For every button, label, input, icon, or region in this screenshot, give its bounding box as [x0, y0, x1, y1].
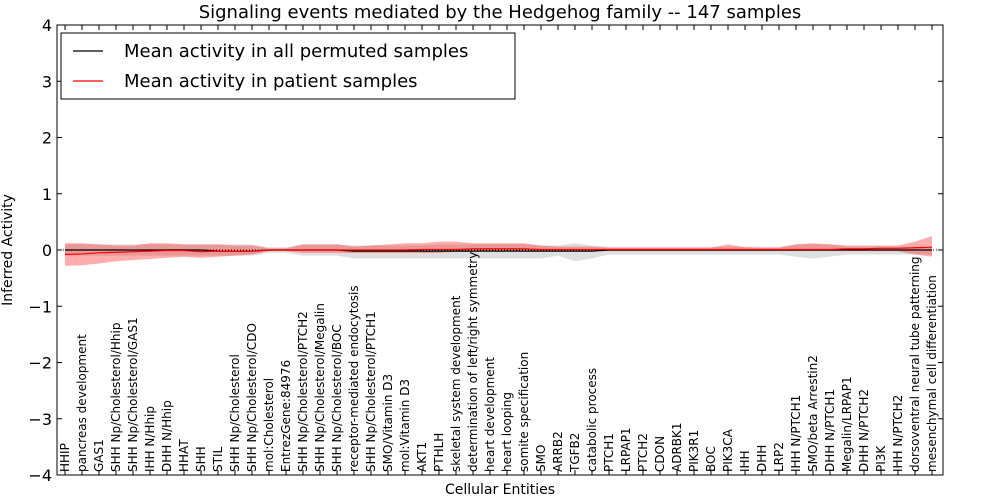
x-tick-label: IHH N/Hhip	[143, 406, 157, 472]
x-tick-label: determination of left/right symmetry	[466, 252, 480, 472]
x-tick-label: SHH Np/Cholesterol/Megalin	[313, 303, 327, 472]
x-tick-label: GAS1	[92, 439, 106, 472]
x-tick-label: LRPAP1	[619, 427, 633, 472]
x-tick-label: Megalin/LRPAP1	[840, 376, 854, 472]
x-tick-label: receptor-mediated endocytosis	[347, 285, 361, 472]
x-tick-label: DHH N/Hhip	[160, 400, 174, 472]
x-tick-label: skeletal system development	[449, 295, 463, 472]
x-tick-label: AKT1	[415, 442, 429, 472]
x-tick-label: DHH	[755, 445, 769, 472]
x-tick-label: SHH	[194, 446, 208, 472]
x-tick-label: LRP2	[772, 442, 786, 472]
x-tick-label: TGFB2	[568, 433, 582, 473]
legend-label-patient: Mean activity in patient samples	[124, 71, 418, 92]
x-tick-label: IHH N/PTCH2	[891, 395, 905, 472]
x-tick-label: SHH Np/Cholesterol/BOC	[330, 324, 344, 472]
band-permuted	[65, 243, 932, 262]
x-tick-label: somite specification	[517, 352, 531, 472]
x-tick-label: PTCH2	[636, 433, 650, 472]
x-axis-label: Cellular Entities	[445, 482, 555, 498]
x-tick-label: ADRBK1	[670, 422, 684, 472]
x-tick-label: PIK3R1	[687, 430, 701, 472]
legend: Mean activity in all permuted samples Me…	[60, 32, 516, 100]
y-tick-label: 3	[42, 72, 52, 91]
x-tick-label: SMO/beta Arrestin2	[806, 355, 820, 472]
x-tick-label: DHH N/PTCH2	[857, 389, 871, 472]
x-tick-label: HHIP	[58, 443, 72, 472]
x-tick-label: SHH Np/Cholesterol/GAS1	[126, 317, 140, 472]
x-tick-label: mesenchymal cell differentiation	[925, 275, 939, 472]
x-tick-label: mol:Vitamin D3	[398, 379, 412, 472]
legend-box	[60, 32, 516, 100]
x-tick-label: IHH	[738, 450, 752, 472]
series-line-patient	[64, 246, 933, 256]
x-tick-label: CDON	[653, 436, 667, 472]
x-tick-label: PI3K	[874, 445, 888, 472]
x-tick-label: heart development	[483, 357, 497, 472]
x-tick-label: STIL	[211, 447, 225, 472]
legend-label-permuted: Mean activity in all permuted samples	[124, 41, 468, 62]
x-tick-label: EntrezGene:84976	[279, 360, 293, 472]
x-tick-label: SHH Np/Cholesterol/PTCH2	[296, 311, 310, 472]
y-tick-label: −2	[28, 354, 52, 373]
y-tick-label: 0	[42, 241, 52, 260]
y-tick-label: 4	[42, 16, 52, 35]
x-tick-label: BOC	[704, 446, 718, 472]
x-tick-label: SHH Np/Cholesterol	[228, 354, 242, 472]
x-tick-label: dorsoventral neural tube patterning	[908, 256, 922, 472]
y-axis-label: Inferred Activity	[0, 194, 16, 306]
y-tick-label: −4	[28, 466, 52, 485]
x-tick-label: mol:Cholesterol	[262, 378, 276, 472]
x-tick-label: ARRB2	[551, 431, 565, 472]
x-tick-label: SMO/Vitamin D3	[381, 374, 395, 472]
x-tick-label: IHH N/PTCH1	[789, 395, 803, 472]
x-tick-label: PTCH1	[602, 433, 616, 472]
x-tick-label: PTHLH	[432, 433, 446, 472]
x-axis: HHIP pancreas development GAS1 SHH Np/Chole…	[58, 25, 939, 475]
x-tick-label: DHH N/PTCH1	[823, 389, 837, 472]
chart-title: Signaling events mediated by the Hedgeho…	[199, 2, 802, 23]
y-tick-label: 1	[42, 185, 52, 204]
x-tick-label: heart looping	[500, 392, 514, 472]
x-tick-label: SMO	[534, 445, 548, 472]
y-tick-label: −3	[28, 410, 52, 429]
y-axis: 4 3 2 1 0 −1 −2 −3 −4	[28, 16, 943, 485]
y-tick-label: −1	[28, 297, 52, 316]
x-tick-label: SHH Np/Cholesterol/PTCH1	[364, 311, 378, 472]
x-tick-label: catabolic process	[585, 368, 599, 472]
x-tick-label: HHAT	[177, 439, 191, 472]
x-tick-label: SHH Np/Cholesterol/CDO	[245, 323, 259, 472]
x-tick-label: pancreas development	[75, 334, 89, 472]
y-tick-label: 2	[42, 129, 52, 148]
x-tick-label: SHH Np/Cholesterol/Hhip	[109, 323, 123, 472]
x-tick-label: PIK3CA	[721, 428, 735, 472]
series-lines	[57, 246, 943, 256]
